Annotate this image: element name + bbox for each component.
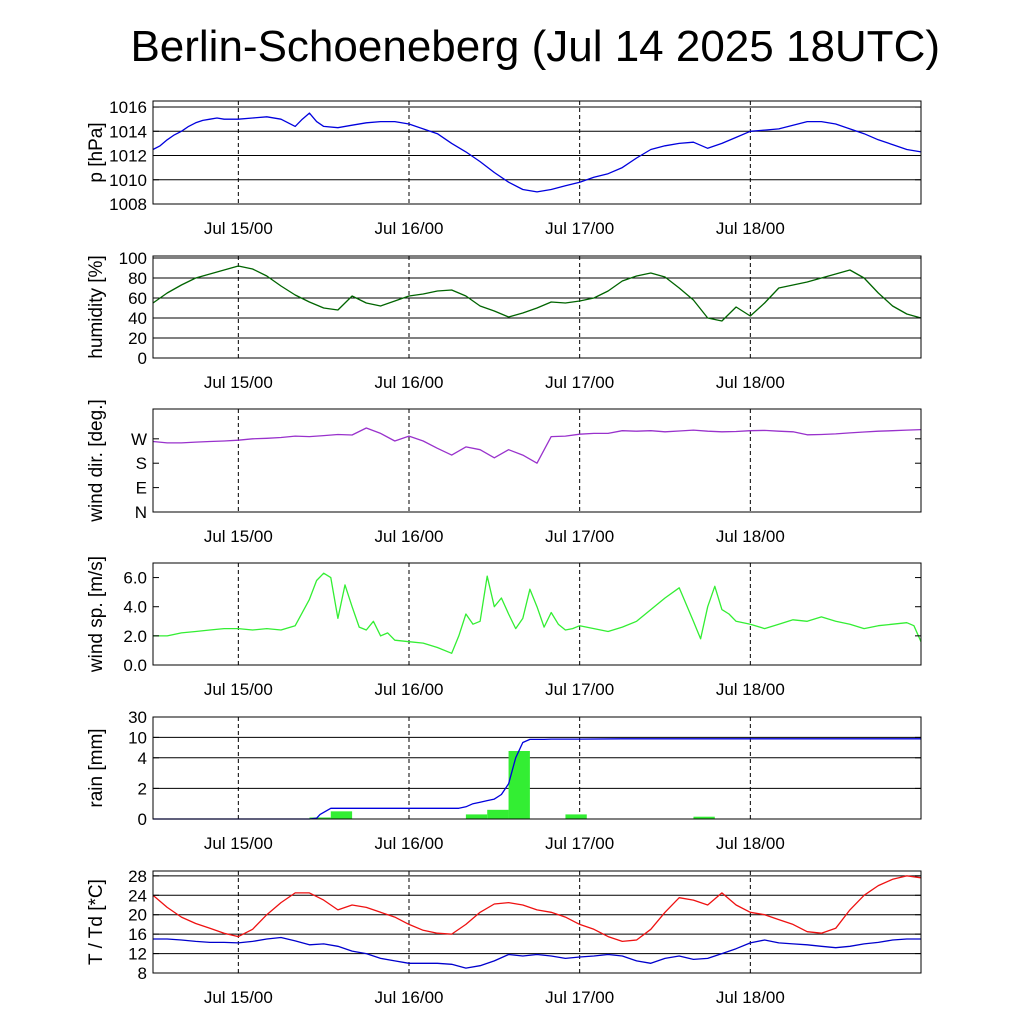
rain-bar — [309, 817, 331, 819]
y-tick-label: 0.0 — [123, 656, 147, 675]
y-tick-label: 2 — [138, 779, 147, 798]
series-line-pressure — [152, 112, 922, 193]
y-axis-label: p [hPa] — [86, 122, 107, 182]
y-tick-label: 4.0 — [123, 598, 147, 617]
x-tick-label: Jul 17/00 — [545, 834, 614, 853]
x-tick-label: Jul 15/00 — [204, 219, 273, 238]
y-tick-label: 8 — [138, 964, 147, 983]
y-tick-label: 40 — [128, 309, 147, 328]
y-tick-label: 20 — [128, 329, 147, 348]
y-tick-label: 20 — [128, 906, 147, 925]
plot-frame — [152, 716, 922, 820]
y-tick-label: 1016 — [109, 98, 147, 117]
chart-title: Berlin-Schoeneberg (Jul 14 2025 18UTC) — [130, 22, 940, 71]
x-tick-label: Jul 17/00 — [545, 527, 614, 546]
y-tick-label: 1008 — [109, 195, 147, 214]
y-axis-label: rain [mm] — [86, 728, 107, 807]
y-tick-label: 1014 — [109, 122, 147, 141]
y-tick-label: S — [136, 454, 147, 473]
y-tick-label: 28 — [128, 867, 147, 886]
plot-frame — [152, 870, 922, 974]
x-tick-label: Jul 16/00 — [375, 527, 444, 546]
x-tick-label: Jul 18/00 — [716, 988, 785, 1007]
x-tick-label: Jul 15/00 — [204, 373, 273, 392]
rain-bar — [508, 751, 530, 819]
x-tick-label: Jul 16/00 — [375, 373, 444, 392]
y-tick-label: 1010 — [109, 171, 147, 190]
panel-1: 1008 1010 1012 1014 1016 Jul 15/00 Jul 16/00 Ju… — [86, 98, 922, 238]
x-tick-label: Jul 18/00 — [716, 527, 785, 546]
y-tick-label: 80 — [128, 269, 147, 288]
x-tick-label: Jul 17/00 — [545, 373, 614, 392]
x-tick-label: Jul 15/00 — [204, 834, 273, 853]
plot-frame — [152, 408, 922, 513]
y-tick-label: 12 — [128, 945, 147, 964]
y-axis-label: wind dir. [deg.] — [86, 399, 107, 523]
x-tick-label: Jul 16/00 — [375, 834, 444, 853]
x-tick-label: Jul 16/00 — [375, 680, 444, 699]
y-tick-label: 24 — [128, 886, 147, 905]
y-tick-label: 60 — [128, 289, 147, 308]
rain-bar — [487, 809, 509, 819]
y-tick-label: 1012 — [109, 147, 147, 166]
plot-frame — [152, 255, 922, 359]
y-tick-label: 10 — [128, 728, 147, 747]
series-line-wind_speed — [153, 572, 922, 654]
series-line-dewpoint — [153, 936, 921, 969]
x-tick-label: Jul 18/00 — [716, 373, 785, 392]
x-tick-label: Jul 15/00 — [204, 988, 273, 1007]
y-tick-label: 30 — [128, 708, 147, 727]
x-tick-label: Jul 18/00 — [716, 680, 785, 699]
x-tick-label: Jul 16/00 — [375, 988, 444, 1007]
y-tick-label: W — [131, 430, 147, 449]
x-tick-label: Jul 15/00 — [204, 680, 273, 699]
x-tick-label: Jul 16/00 — [375, 219, 444, 238]
y-tick-label: 2.0 — [123, 627, 147, 646]
y-tick-label: 0 — [138, 349, 147, 368]
x-tick-label: Jul 17/00 — [545, 988, 614, 1007]
x-tick-label: Jul 15/00 — [204, 527, 273, 546]
plot-frame — [152, 100, 922, 205]
rain-bar — [693, 816, 715, 819]
y-tick-label: 6.0 — [123, 569, 147, 588]
y-axis-label: wind sp. [m/s] — [86, 556, 107, 673]
y-tick-label: E — [136, 479, 147, 498]
x-tick-label: Jul 17/00 — [545, 219, 614, 238]
y-tick-label: 4 — [138, 749, 147, 768]
series-line-temperature — [152, 875, 922, 943]
plot-frame — [152, 562, 922, 666]
y-tick-label: 16 — [128, 925, 147, 944]
panel-4: 0.0 2.0 4.0 6.0 Jul 15/00 Jul 16/00 Jul 17/00 J… — [86, 556, 922, 699]
x-tick-label: Jul 18/00 — [716, 834, 785, 853]
y-axis-label: humidity [%] — [86, 255, 107, 358]
y-tick-label: 0 — [138, 810, 147, 829]
y-tick-label: 100 — [119, 249, 147, 268]
rain-bar — [465, 814, 488, 819]
y-axis-label: T / Td [*C] — [86, 879, 107, 965]
x-tick-label: Jul 18/00 — [716, 219, 785, 238]
x-tick-label: Jul 17/00 — [545, 680, 614, 699]
series-line-wind_dir — [152, 427, 922, 464]
y-tick-label: N — [135, 503, 147, 522]
rain-bar — [330, 811, 353, 819]
series-line-humidity — [152, 265, 922, 322]
series-line-rain_cum — [153, 738, 921, 820]
rain-bar — [565, 814, 587, 819]
